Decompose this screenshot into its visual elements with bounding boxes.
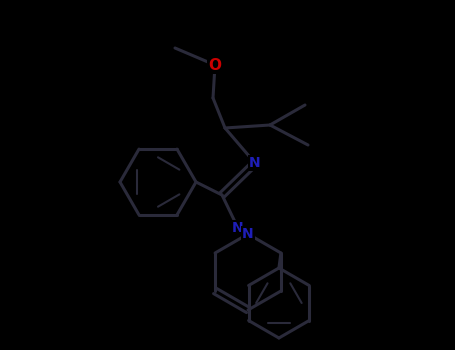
Text: N: N bbox=[249, 156, 261, 170]
Text: O: O bbox=[208, 57, 222, 72]
Text: N: N bbox=[232, 221, 244, 235]
Text: N: N bbox=[242, 227, 254, 241]
